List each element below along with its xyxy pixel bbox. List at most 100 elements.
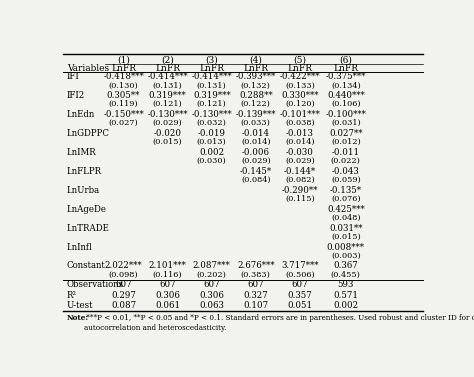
Text: 0.288**: 0.288** — [239, 91, 273, 100]
Text: Observations: Observations — [66, 280, 124, 290]
Text: -0.414***: -0.414*** — [191, 72, 232, 81]
Text: (0.031): (0.031) — [331, 119, 361, 127]
Text: 0.107: 0.107 — [243, 301, 268, 310]
Text: 2.101***: 2.101*** — [149, 261, 187, 270]
Text: (6): (6) — [339, 55, 352, 64]
Text: (1): (1) — [117, 55, 130, 64]
Text: (0.106): (0.106) — [331, 100, 361, 108]
Text: (0.059): (0.059) — [331, 176, 361, 184]
Text: -0.013: -0.013 — [286, 129, 314, 138]
Text: 0.306: 0.306 — [199, 291, 224, 300]
Text: Variables: Variables — [66, 64, 109, 72]
Text: (0.133): (0.133) — [285, 81, 315, 89]
Text: U-test: U-test — [66, 301, 93, 310]
Text: 0.357: 0.357 — [288, 291, 312, 300]
Text: -0.006: -0.006 — [242, 148, 270, 157]
Text: (0.506): (0.506) — [285, 271, 315, 279]
Text: 607: 607 — [292, 280, 308, 290]
Text: (0.120): (0.120) — [285, 100, 315, 108]
Text: (0.132): (0.132) — [241, 81, 271, 89]
Text: 0.061: 0.061 — [155, 301, 180, 310]
Text: 0.571: 0.571 — [333, 291, 358, 300]
Text: 0.319***: 0.319*** — [149, 91, 186, 100]
Text: -0.043: -0.043 — [332, 167, 360, 176]
Text: (0.076): (0.076) — [331, 195, 361, 203]
Text: (0.455): (0.455) — [331, 271, 361, 279]
Text: (0.012): (0.012) — [331, 138, 361, 146]
Text: (0.015): (0.015) — [331, 233, 361, 241]
Text: (0.014): (0.014) — [285, 138, 315, 146]
Text: 0.319***: 0.319*** — [193, 91, 230, 100]
Text: 0.440***: 0.440*** — [327, 91, 365, 100]
Text: 0.305**: 0.305** — [107, 91, 140, 100]
Text: 593: 593 — [337, 280, 354, 290]
Text: (3): (3) — [205, 55, 218, 64]
Text: 607: 607 — [115, 280, 132, 290]
Text: (0.121): (0.121) — [197, 100, 227, 108]
Text: LnFR: LnFR — [287, 64, 312, 72]
Text: (0.014): (0.014) — [241, 138, 271, 146]
Text: -0.393***: -0.393*** — [236, 72, 276, 81]
Text: -0.100***: -0.100*** — [325, 110, 366, 119]
Text: (0.013): (0.013) — [197, 138, 227, 146]
Text: ***P < 0.01, **P < 0.05 and *P < 0.1. Standard errors are in parentheses. Used r: ***P < 0.01, **P < 0.05 and *P < 0.1. St… — [84, 314, 474, 331]
Text: 607: 607 — [203, 280, 220, 290]
Text: LnFR: LnFR — [155, 64, 180, 72]
Text: (0.121): (0.121) — [153, 100, 182, 108]
Text: -0.150***: -0.150*** — [103, 110, 144, 119]
Text: 0.330***: 0.330*** — [281, 91, 319, 100]
Text: 0.063: 0.063 — [199, 301, 224, 310]
Text: 0.425***: 0.425*** — [327, 205, 365, 214]
Text: (0.131): (0.131) — [153, 81, 182, 89]
Text: (0.033): (0.033) — [241, 119, 271, 127]
Text: -0.019: -0.019 — [198, 129, 226, 138]
Text: (0.027): (0.027) — [109, 119, 138, 127]
Text: (0.084): (0.084) — [241, 176, 271, 184]
Text: (0.116): (0.116) — [153, 271, 182, 279]
Text: LnFR: LnFR — [199, 64, 224, 72]
Text: 0.002: 0.002 — [199, 148, 224, 157]
Text: -0.030: -0.030 — [286, 148, 314, 157]
Text: 2.087***: 2.087*** — [193, 261, 230, 270]
Text: -0.101***: -0.101*** — [280, 110, 320, 119]
Text: 2.676***: 2.676*** — [237, 261, 274, 270]
Text: -0.144*: -0.144* — [284, 167, 316, 176]
Text: (0.038): (0.038) — [285, 119, 315, 127]
Text: -0.375***: -0.375*** — [326, 72, 366, 81]
Text: -0.290**: -0.290** — [282, 186, 318, 195]
Text: -0.422***: -0.422*** — [280, 72, 320, 81]
Text: -0.418***: -0.418*** — [103, 72, 144, 81]
Text: LnFLPR: LnFLPR — [66, 167, 102, 176]
Text: 0.367: 0.367 — [333, 261, 358, 270]
Text: LnTRADE: LnTRADE — [66, 224, 109, 233]
Text: (0.029): (0.029) — [285, 157, 315, 165]
Text: 0.031**: 0.031** — [329, 224, 363, 233]
Text: 2.022***: 2.022*** — [105, 261, 142, 270]
Text: (0.130): (0.130) — [109, 81, 138, 89]
Text: (0.122): (0.122) — [241, 100, 271, 108]
Text: (0.048): (0.048) — [331, 214, 361, 222]
Text: 0.327: 0.327 — [244, 291, 268, 300]
Text: (0.032): (0.032) — [197, 119, 227, 127]
Text: LnIMR: LnIMR — [66, 148, 96, 157]
Text: (0.030): (0.030) — [197, 157, 227, 165]
Text: LnEdn: LnEdn — [66, 110, 95, 119]
Text: LnAgeDe: LnAgeDe — [66, 205, 107, 214]
Text: (0.119): (0.119) — [109, 100, 138, 108]
Text: (0.029): (0.029) — [153, 119, 182, 127]
Text: (0.202): (0.202) — [197, 271, 227, 279]
Text: -0.135*: -0.135* — [330, 186, 362, 195]
Text: LnInfl: LnInfl — [66, 242, 92, 251]
Text: (0.131): (0.131) — [197, 81, 227, 89]
Text: Constant: Constant — [66, 261, 105, 270]
Text: -0.414***: -0.414*** — [147, 72, 188, 81]
Text: LnFR: LnFR — [243, 64, 268, 72]
Text: -0.020: -0.020 — [154, 129, 182, 138]
Text: -0.014: -0.014 — [242, 129, 270, 138]
Text: (0.098): (0.098) — [109, 271, 138, 279]
Text: (0.082): (0.082) — [285, 176, 315, 184]
Text: (2): (2) — [161, 55, 174, 64]
Text: 0.306: 0.306 — [155, 291, 180, 300]
Text: (0.115): (0.115) — [285, 195, 315, 203]
Text: 0.051: 0.051 — [287, 301, 312, 310]
